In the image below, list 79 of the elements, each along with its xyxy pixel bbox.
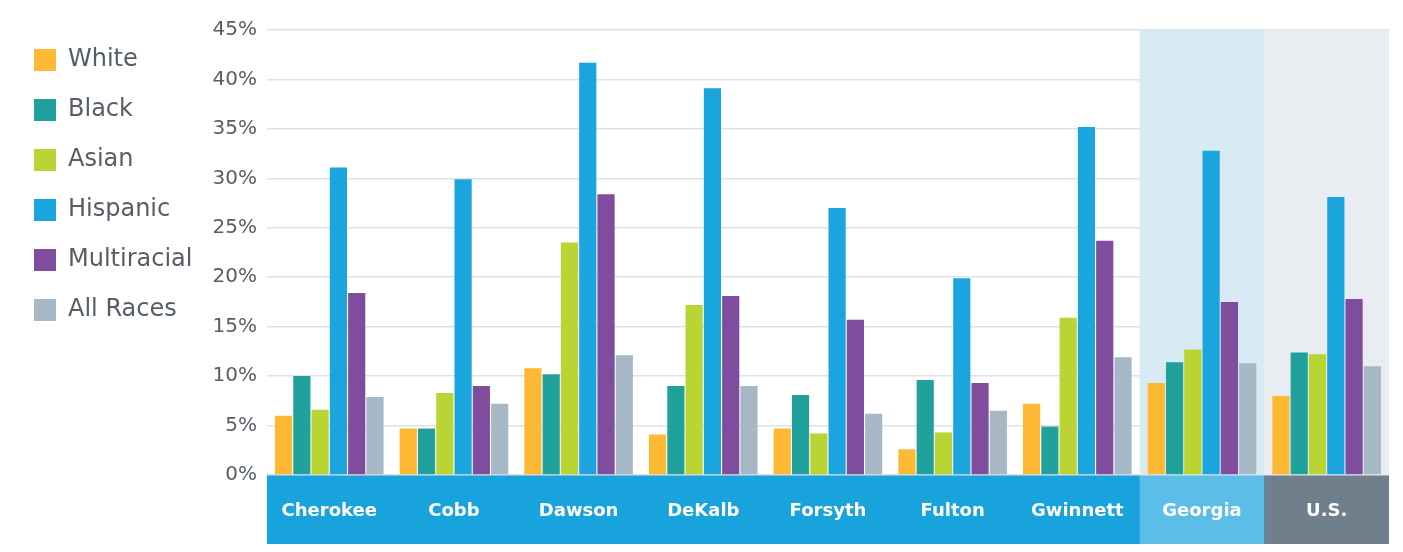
y-tick-label: 10% (212, 362, 257, 387)
bar (615, 355, 633, 475)
bar (293, 376, 311, 475)
bar (1239, 363, 1257, 475)
bar (667, 386, 685, 475)
bar (703, 88, 722, 475)
bar (1184, 349, 1202, 475)
bar (329, 167, 347, 475)
bar (1114, 357, 1132, 475)
legend-label: Multiracial (68, 244, 193, 273)
bar (560, 242, 579, 475)
bar (436, 392, 454, 475)
y-tick-label: 45% (212, 16, 257, 41)
bar (1147, 383, 1165, 475)
bar (1077, 126, 1096, 475)
x-tick-label: Gwinnett (1031, 499, 1125, 521)
x-tick-label: Georgia (1162, 499, 1242, 521)
y-tick-label: 5% (225, 411, 257, 436)
bar (579, 62, 597, 475)
bar (472, 386, 490, 475)
bar (399, 428, 417, 475)
bar (1363, 366, 1381, 475)
bar (1272, 395, 1290, 475)
bar (1059, 317, 1077, 475)
bar (810, 433, 828, 475)
y-tick-label: 30% (212, 164, 257, 189)
bar (1220, 301, 1239, 475)
bar (740, 386, 758, 475)
bar (791, 394, 810, 475)
x-tick-label: Cherokee (281, 499, 377, 521)
bar (846, 319, 864, 475)
bar (1096, 240, 1114, 475)
bar (1290, 352, 1308, 475)
bar (1308, 354, 1327, 475)
bar (491, 403, 509, 475)
bar (1202, 150, 1220, 475)
bar (454, 179, 472, 475)
bar (524, 368, 542, 475)
bar (1023, 403, 1041, 475)
bar (597, 194, 615, 475)
legend-label: All Races (68, 294, 177, 323)
y-tick-label: 25% (212, 213, 257, 238)
bar (934, 432, 953, 475)
x-tick-label: DeKalb (667, 499, 740, 521)
bar (773, 428, 791, 475)
bar (274, 415, 293, 475)
y-tick-label: 15% (212, 312, 257, 337)
x-tick-label: Fulton (920, 499, 985, 521)
bar (1041, 426, 1059, 475)
bar (828, 208, 846, 475)
legend-label: White (68, 44, 138, 73)
x-tick-label: Dawson (538, 499, 619, 521)
bar (542, 374, 560, 475)
legend-label: Asian (68, 144, 134, 173)
bar (1327, 197, 1345, 475)
bar (1165, 362, 1184, 475)
bar (417, 428, 436, 475)
y-tick-label: 0% (225, 461, 257, 486)
bar (916, 380, 934, 475)
x-tick-label: Cobb (428, 499, 480, 521)
bar (648, 434, 667, 475)
legend-label: Hispanic (68, 194, 171, 223)
x-tick-label: U.S. (1306, 499, 1348, 521)
bar (366, 396, 384, 475)
x-tick-label: Forsyth (789, 499, 867, 521)
bar (1345, 298, 1363, 475)
bar (989, 410, 1007, 475)
bar (722, 296, 740, 475)
bar (311, 409, 329, 475)
y-tick-label: 35% (212, 115, 257, 140)
legend-label: Black (68, 94, 134, 123)
y-tick-label: 40% (212, 65, 257, 90)
bar (685, 304, 703, 475)
bar (865, 413, 883, 475)
bar (348, 293, 366, 475)
y-tick-label: 20% (212, 263, 257, 288)
bar (971, 383, 989, 475)
bar (953, 278, 971, 475)
bar (898, 449, 916, 475)
